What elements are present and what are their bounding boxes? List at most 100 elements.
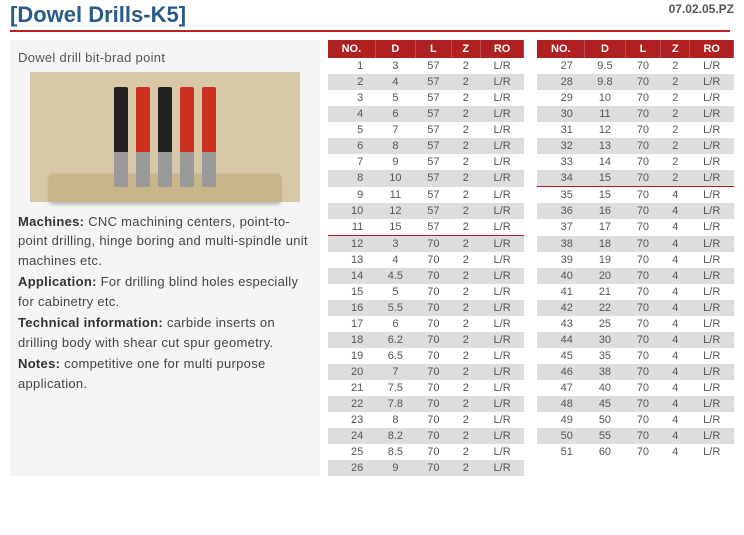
table-row: 13572L/R279.5702L/R <box>328 58 734 74</box>
cell: 2 <box>451 332 480 348</box>
cell: 13 <box>585 138 625 154</box>
description-label: Machines: <box>18 214 84 229</box>
cell: 70 <box>625 300 661 316</box>
cell: 57 <box>416 187 452 204</box>
cell: L/R <box>480 138 523 154</box>
cell: 70 <box>625 284 661 300</box>
description-label: Application: <box>18 274 97 289</box>
table-body: 13572L/R279.5702L/R24572L/R289.8702L/R35… <box>328 58 734 476</box>
cell: 32 <box>537 138 585 154</box>
cell: L/R <box>690 122 734 138</box>
cell: 4 <box>661 444 690 460</box>
cell: 4.5 <box>375 268 415 284</box>
table-row: 165.5702L/R4222704L/R <box>328 300 734 316</box>
col-header: NO. <box>537 40 585 58</box>
cell: L/R <box>480 122 523 138</box>
cell: 4 <box>661 428 690 444</box>
cell: 5 <box>375 284 415 300</box>
cell: 2 <box>451 268 480 284</box>
cell: 4 <box>661 348 690 364</box>
cell: 70 <box>625 380 661 396</box>
table-row: 217.5702L/R4740704L/R <box>328 380 734 396</box>
cell: 45 <box>585 396 625 412</box>
cell: L/R <box>480 58 523 74</box>
cell: 13 <box>328 252 375 268</box>
cell: 70 <box>416 236 452 253</box>
cell: 24 <box>328 428 375 444</box>
cell: 23 <box>328 412 375 428</box>
cell: 70 <box>416 268 452 284</box>
cell: 4 <box>375 74 415 90</box>
cell: L/R <box>690 268 734 284</box>
cell: 70 <box>625 187 661 204</box>
cell: 12 <box>375 203 415 219</box>
cell: 57 <box>416 58 452 74</box>
description-label: Notes: <box>18 356 60 371</box>
col-header: L <box>625 40 661 58</box>
cell: 15 <box>585 170 625 187</box>
table-row: 155702L/R4121704L/R <box>328 284 734 300</box>
cell: L/R <box>480 428 523 444</box>
cell: 2 <box>661 122 690 138</box>
cell: 2 <box>661 58 690 74</box>
cell: 57 <box>416 122 452 138</box>
cell: 16 <box>585 203 625 219</box>
cell: 2 <box>451 316 480 332</box>
cell: L/R <box>690 106 734 122</box>
cell: L/R <box>690 316 734 332</box>
cell: 38 <box>585 364 625 380</box>
cell: 20 <box>585 268 625 284</box>
table-row: 248.2702L/R5055704L/R <box>328 428 734 444</box>
cell: 70 <box>416 252 452 268</box>
cell: 70 <box>625 74 661 90</box>
cell: 21 <box>328 380 375 396</box>
table-row: 207702L/R4638704L/R <box>328 364 734 380</box>
cell: L/R <box>690 300 734 316</box>
cell: 44 <box>537 332 585 348</box>
cell: L/R <box>480 300 523 316</box>
cell: 2 <box>661 170 690 187</box>
cell: L/R <box>480 74 523 90</box>
cell: 22 <box>328 396 375 412</box>
cell: 49 <box>537 412 585 428</box>
cell: 7.8 <box>375 396 415 412</box>
cell: 70 <box>416 364 452 380</box>
cell: 34 <box>537 170 585 187</box>
table-row: 238702L/R4950704L/R <box>328 412 734 428</box>
cell: 2 <box>661 74 690 90</box>
cell: 2 <box>451 300 480 316</box>
cell: 31 <box>537 122 585 138</box>
cell: 57 <box>416 170 452 187</box>
cell: 2 <box>661 154 690 170</box>
cell: 57 <box>416 203 452 219</box>
cell: 9 <box>328 187 375 204</box>
cell: L/R <box>690 187 734 204</box>
cell: 70 <box>625 412 661 428</box>
cell: 15 <box>375 219 415 236</box>
cell: 6 <box>375 316 415 332</box>
cell: 70 <box>625 203 661 219</box>
cell: 25 <box>328 444 375 460</box>
cell: 2 <box>451 203 480 219</box>
cell: L/R <box>480 268 523 284</box>
cell: 16 <box>328 300 375 316</box>
spec-table-container: NO.DLZRONO.DLZRO 13572L/R279.5702L/R2457… <box>328 40 734 476</box>
cell: 70 <box>625 268 661 284</box>
cell: 70 <box>625 252 661 268</box>
cell: L/R <box>480 444 523 460</box>
cell: 5.5 <box>375 300 415 316</box>
cell: 70 <box>416 316 452 332</box>
col-header: D <box>585 40 625 58</box>
cell: 8.5 <box>375 444 415 460</box>
cell: L/R <box>480 236 523 253</box>
cell: 17 <box>328 316 375 332</box>
cell: 55 <box>585 428 625 444</box>
cell: 8 <box>375 412 415 428</box>
col-header: RO <box>690 40 734 58</box>
cell: 35 <box>585 348 625 364</box>
cell: L/R <box>480 348 523 364</box>
cell: 19 <box>585 252 625 268</box>
cell: 8 <box>375 138 415 154</box>
cell: 70 <box>416 380 452 396</box>
cell: 70 <box>416 332 452 348</box>
